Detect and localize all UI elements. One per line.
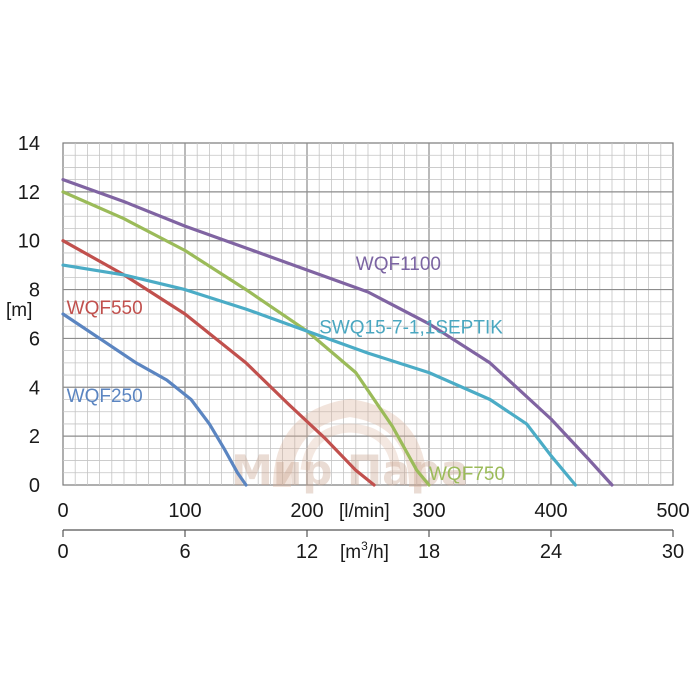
series-label-swq15-7-1-1septik: SWQ15-7-1,1SEPTIK xyxy=(319,318,503,339)
y-tick-label: 4 xyxy=(29,377,40,399)
x-tick-label: 400 xyxy=(534,500,567,522)
x-tick-label: 500 xyxy=(656,500,689,522)
x2-tick-label: 12 xyxy=(296,541,318,563)
series-line-wqf250 xyxy=(61,312,248,487)
x2-axis-label-sup: 3 xyxy=(361,539,368,553)
x2-tick-label: 24 xyxy=(540,541,562,563)
y-axis-label: [m] xyxy=(6,300,32,321)
series-label-wqf550: WQF550 xyxy=(67,298,143,319)
x-tick-label: 0 xyxy=(57,500,68,522)
series-labels: WQF1100 SWQ15-7-1,1SEPTIK WQF550 WQF250 WQF7… xyxy=(67,254,505,485)
series-line-wqf550 xyxy=(61,239,376,487)
watermark-logo: Мир Пара xyxy=(231,398,469,495)
x2-axis-label-main: [m xyxy=(340,542,361,563)
y-tick-label: 10 xyxy=(18,231,40,253)
x2-tick-label: 18 xyxy=(418,541,440,563)
x2-axis-label-end: /h] xyxy=(368,542,389,563)
y-tick-label: 6 xyxy=(29,328,40,350)
x2-tick-label: 0 xyxy=(57,541,68,563)
series-label-wqf1100: WQF1100 xyxy=(356,254,441,275)
y-tick-label: 14 xyxy=(18,133,40,155)
series-lines xyxy=(61,178,614,487)
x-tick-label: 300 xyxy=(412,500,445,522)
series-line-wqf1100 xyxy=(61,178,614,487)
y-tick-label: 12 xyxy=(18,182,40,204)
watermark-text: Мир Пара xyxy=(231,446,469,495)
x-tick-label: 100 xyxy=(168,500,201,522)
y-tick-label: 2 xyxy=(29,426,40,448)
x2-tick-label: 6 xyxy=(179,541,190,563)
watermark-inner-arc-icon xyxy=(300,423,401,471)
series-label-wqf250: WQF250 xyxy=(67,386,143,407)
x-tick-label: 200 xyxy=(290,500,323,522)
y-tick-label: 0 xyxy=(29,475,40,497)
watermark-arc-icon xyxy=(273,398,427,488)
x2-tick-label: 30 xyxy=(662,541,684,563)
x-axis-label-lmin: [l/min] xyxy=(339,501,390,522)
series-label-wqf750: WQF750 xyxy=(429,464,505,485)
series-line-swq15-7-1-1septik xyxy=(61,263,577,487)
y-tick-label: 8 xyxy=(29,280,40,302)
x2-axis-label: [m3/h] xyxy=(340,539,389,563)
